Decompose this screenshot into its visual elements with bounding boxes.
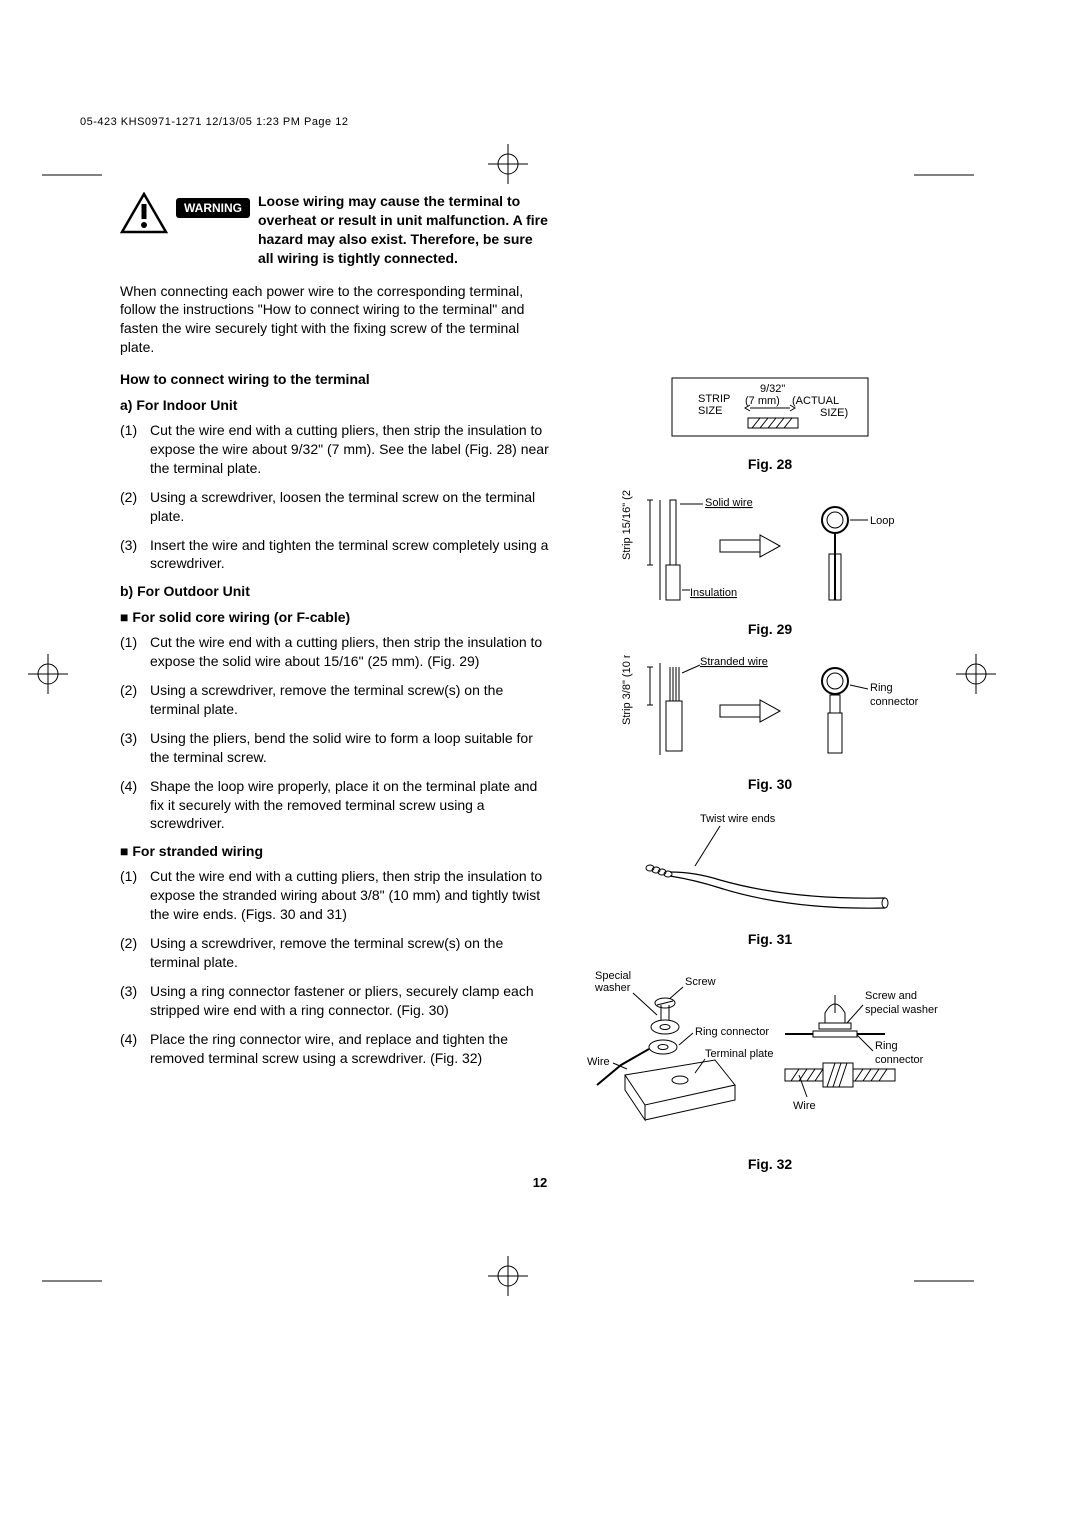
reg-mark-bottom bbox=[488, 1256, 528, 1296]
fig29-solid: Solid wire bbox=[705, 497, 753, 509]
crop-tr bbox=[914, 174, 974, 176]
warning-icon bbox=[120, 192, 168, 234]
fig29-insulation: Insulation bbox=[690, 587, 737, 599]
list-item-text: Cut the wire end with a cutting pliers, … bbox=[150, 633, 550, 671]
fig30-caption: Fig. 30 bbox=[580, 776, 960, 792]
outdoor-heading: b) For Outdoor Unit bbox=[120, 583, 550, 599]
list-item-text: Using a screwdriver, remove the terminal… bbox=[150, 681, 550, 719]
intro-paragraph: When connecting each power wire to the c… bbox=[120, 282, 550, 358]
crop-tl bbox=[42, 174, 102, 176]
print-job-header: 05-423 KHS0971-1271 12/13/05 1:23 PM Pag… bbox=[80, 116, 348, 128]
list-number: (1) bbox=[120, 867, 150, 924]
left-column: WARNING Loose wiring may cause the termi… bbox=[120, 192, 550, 1190]
fig32-terminal-plate: Terminal plate bbox=[705, 1048, 773, 1060]
fig32-screw-and1: Screw and bbox=[865, 990, 917, 1002]
indoor-heading: a) For Indoor Unit bbox=[120, 397, 550, 413]
stranded-list: (1)Cut the wire end with a cutting plier… bbox=[120, 867, 550, 1067]
list-number: (2) bbox=[120, 681, 150, 719]
warning-text: Loose wiring may cause the terminal to o… bbox=[258, 192, 550, 268]
figure-31: Twist wire ends Fig. 31 bbox=[580, 810, 960, 947]
crop-bl bbox=[42, 1280, 102, 1282]
list-number: (3) bbox=[120, 729, 150, 767]
fig32-screw: Screw bbox=[685, 976, 716, 988]
fig32-wire-bottom: Wire bbox=[793, 1100, 816, 1112]
list-item-text: Shape the loop wire properly, place it o… bbox=[150, 777, 550, 834]
fig31-caption: Fig. 31 bbox=[580, 931, 960, 947]
section-heading: How to connect wiring to the terminal bbox=[120, 371, 550, 387]
fig32-ring-connector: Ring connector bbox=[695, 1026, 769, 1038]
figure-30: Strip 3/8" (10 mm) Stranded wire bbox=[580, 655, 960, 792]
fig28-actual: (ACTUAL bbox=[792, 395, 839, 407]
crop-br bbox=[914, 1280, 974, 1282]
fig30-ring1: Ring bbox=[870, 682, 893, 694]
fig28-size: SIZE bbox=[698, 405, 722, 417]
fig30-ring2: connector bbox=[870, 696, 919, 708]
list-item-text: Using a screwdriver, remove the terminal… bbox=[150, 934, 550, 972]
figure-32: Special washer Screw Ring c bbox=[580, 965, 960, 1172]
fig30-strip: Strip 3/8" (10 mm) bbox=[621, 655, 633, 725]
list-number: (3) bbox=[120, 982, 150, 1020]
list-number: (2) bbox=[120, 934, 150, 972]
fig32-wire-left: Wire bbox=[587, 1056, 610, 1068]
fig28-sz: SIZE) bbox=[820, 407, 848, 419]
list-item-text: Cut the wire end with a cutting pliers, … bbox=[150, 867, 550, 924]
fig28-mid: (7 mm) bbox=[745, 395, 780, 407]
list-item-text: Insert the wire and tighten the terminal… bbox=[150, 536, 550, 574]
fig28-top: 9/32" bbox=[760, 383, 785, 395]
list-item-text: Using the pliers, bend the solid wire to… bbox=[150, 729, 550, 767]
fig32-special-washer2: washer bbox=[594, 982, 631, 994]
list-item-text: Using a screwdriver, loosen the terminal… bbox=[150, 488, 550, 526]
list-number: (4) bbox=[120, 1030, 150, 1068]
list-item-text: Using a ring connector fastener or plier… bbox=[150, 982, 550, 1020]
list-number: (1) bbox=[120, 633, 150, 671]
list-number: (3) bbox=[120, 536, 150, 574]
solid-heading: For solid core wiring (or F-cable) bbox=[120, 609, 550, 625]
reg-mark-right bbox=[956, 654, 996, 694]
fig32-screw-and2: special washer bbox=[865, 1004, 938, 1016]
reg-mark-top bbox=[488, 144, 528, 184]
fig28-strip: STRIP bbox=[698, 393, 730, 405]
fig31-twist: Twist wire ends bbox=[700, 813, 776, 825]
fig29-loop: Loop bbox=[870, 515, 894, 527]
fig32-ring1: Ring bbox=[875, 1040, 898, 1052]
figure-28: STRIP SIZE 9/32" (7 mm) (ACTUAL SIZE) bbox=[580, 370, 960, 472]
fig28-caption: Fig. 28 bbox=[580, 456, 960, 472]
right-column: STRIP SIZE 9/32" (7 mm) (ACTUAL SIZE) bbox=[580, 192, 960, 1190]
figure-29: Strip 15/16" (25 mm) Solid wire Insulati… bbox=[580, 490, 960, 637]
solid-list: (1)Cut the wire end with a cutting plier… bbox=[120, 633, 550, 833]
fig29-caption: Fig. 29 bbox=[580, 621, 960, 637]
reg-mark-left bbox=[28, 654, 68, 694]
fig32-special-washer: Special bbox=[595, 970, 631, 982]
warning-label: WARNING bbox=[176, 198, 250, 218]
list-number: (2) bbox=[120, 488, 150, 526]
list-item-text: Place the ring connector wire, and repla… bbox=[150, 1030, 550, 1068]
list-item-text: Cut the wire end with a cutting pliers, … bbox=[150, 421, 550, 478]
warning-block: WARNING Loose wiring may cause the termi… bbox=[120, 192, 550, 268]
stranded-heading: For stranded wiring bbox=[120, 843, 550, 859]
fig32-ring2: connector bbox=[875, 1054, 924, 1066]
list-number: (1) bbox=[120, 421, 150, 478]
indoor-list: (1)Cut the wire end with a cutting plier… bbox=[120, 421, 550, 573]
page-number: 12 bbox=[533, 1175, 547, 1190]
fig30-stranded: Stranded wire bbox=[700, 656, 768, 668]
page-content: WARNING Loose wiring may cause the termi… bbox=[120, 192, 960, 1190]
fig29-strip: Strip 15/16" (25 mm) bbox=[621, 490, 633, 560]
fig32-caption: Fig. 32 bbox=[580, 1156, 960, 1172]
list-number: (4) bbox=[120, 777, 150, 834]
